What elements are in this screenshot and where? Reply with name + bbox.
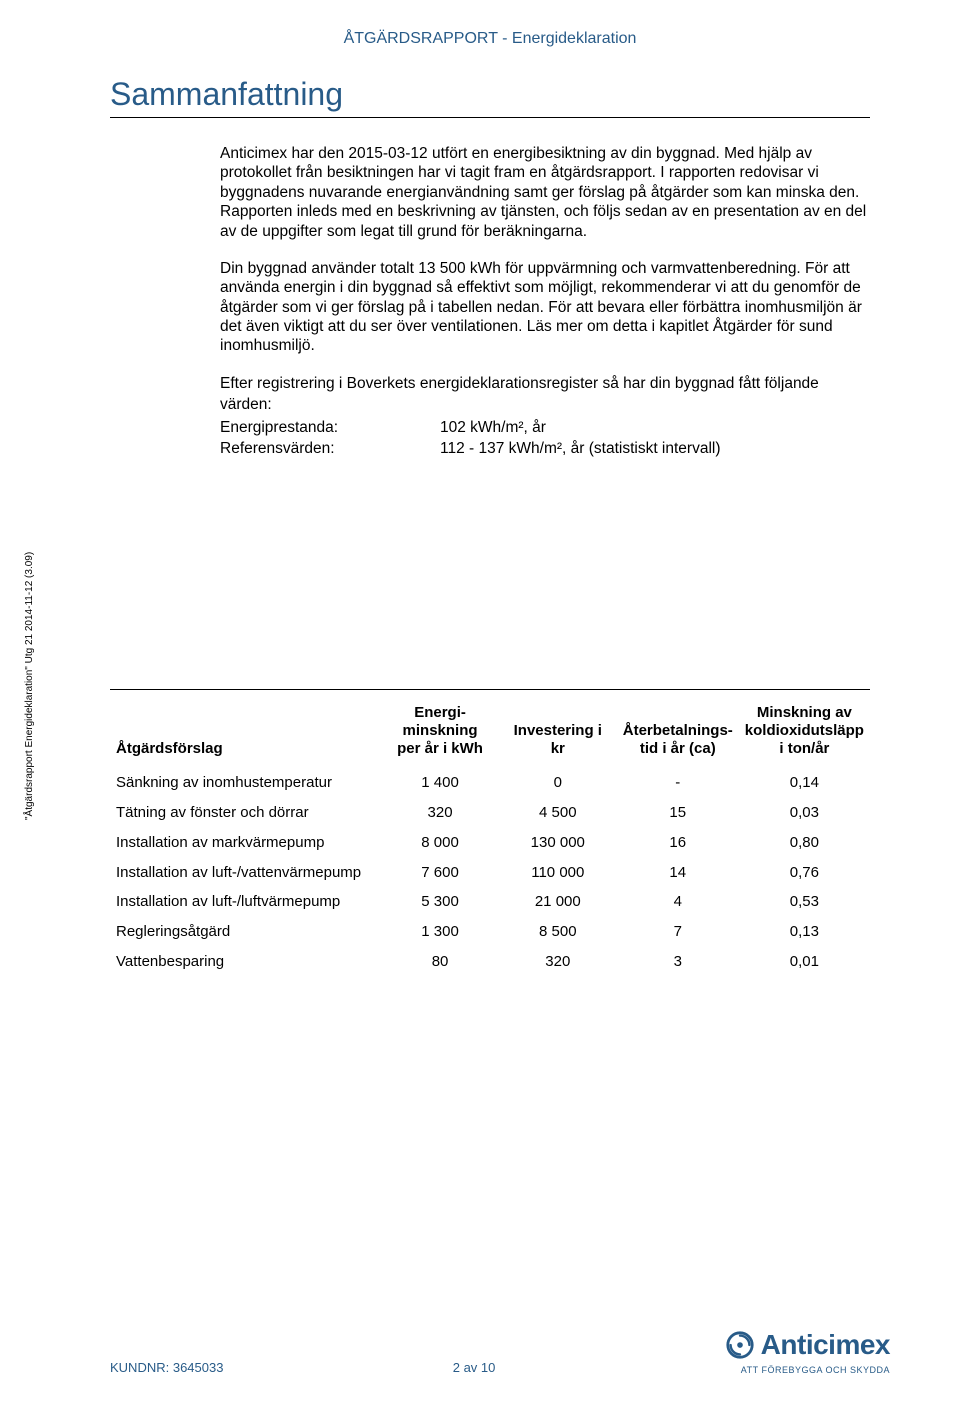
th-energy-line3: per år i kWh <box>397 740 483 757</box>
table-row: Regleringsåtgärd1 3008 50070,13 <box>110 917 870 947</box>
th-payback-line1: Återbetalnings- <box>623 722 733 739</box>
footer-page-number: 2 av 10 <box>453 1360 496 1375</box>
kv-label: Referensvärden: <box>220 439 440 460</box>
cell-co2: 0,01 <box>739 947 870 977</box>
cell-co2: 0,14 <box>739 768 870 798</box>
measures-table-section: Åtgärdsförslag Energi- minskning per år … <box>110 689 870 976</box>
footer-logo: Anticimex ATT FÖREBYGGA OCH SKYDDA <box>725 1330 890 1375</box>
table-row: Installation av markvärmepump8 000130 00… <box>110 828 870 858</box>
cell-payback: 4 <box>617 887 739 917</box>
cell-payback: 15 <box>617 798 739 828</box>
kv-label: Energiprestanda: <box>220 418 440 439</box>
logo-tagline: ATT FÖREBYGGA OCH SKYDDA <box>725 1366 890 1375</box>
kv-row-energiprestanda: Energiprestanda: 102 kWh/m², år <box>220 418 870 439</box>
cell-name: Sänkning av inomhustemperatur <box>110 768 381 798</box>
page-title: Sammanfattning <box>110 76 870 118</box>
cell-co2: 0,13 <box>739 917 870 947</box>
th-energy-line2: minskning <box>403 722 478 739</box>
table-row: Tätning av fönster och dörrar3204 500150… <box>110 798 870 828</box>
footer-customer-number: KUNDNR: 3645033 <box>110 1360 223 1375</box>
cell-payback: 7 <box>617 917 739 947</box>
table-row: Installation av luft-/luftvärmepump5 300… <box>110 887 870 917</box>
table-row: Vattenbesparing8032030,01 <box>110 947 870 977</box>
page-container: ÅTGÄRDSRAPPORT - Energideklaration Samma… <box>0 0 960 1401</box>
cell-energy: 320 <box>381 798 499 828</box>
cell-name: Installation av luft-/luftvärmepump <box>110 887 381 917</box>
cell-invest: 320 <box>499 947 617 977</box>
cell-invest: 8 500 <box>499 917 617 947</box>
logo-wordmark: Anticimex <box>761 1331 890 1359</box>
cell-invest: 110 000 <box>499 858 617 888</box>
th-energy-line1: Energi- <box>414 704 466 721</box>
logo-mark: Anticimex <box>725 1330 890 1360</box>
cell-name: Tätning av fönster och dörrar <box>110 798 381 828</box>
th-co2-line1: Minskning av <box>757 704 852 721</box>
th-payback: Återbetalnings- tid i år (ca) <box>617 702 739 768</box>
th-energy: Energi- minskning per år i kWh <box>381 702 499 768</box>
page-footer: KUNDNR: 3645033 2 av 10 Anticimex ATT FÖ… <box>110 1330 890 1375</box>
th-atgard: Åtgärdsförslag <box>110 702 381 768</box>
document-header: ÅTGÄRDSRAPPORT - Energideklaration <box>110 30 870 48</box>
kv-row-referens: Referensvärden: 112 - 137 kWh/m², år (st… <box>220 439 870 460</box>
cell-payback: 3 <box>617 947 739 977</box>
cell-energy: 5 300 <box>381 887 499 917</box>
cell-energy: 1 400 <box>381 768 499 798</box>
paragraph-2: Din byggnad använder totalt 13 500 kWh f… <box>220 259 870 356</box>
vertical-edition-label: "Åtgärdsrapport Energideklaration" Utg 2… <box>24 552 35 820</box>
cell-name: Regleringsåtgärd <box>110 917 381 947</box>
cell-name: Installation av markvärmepump <box>110 828 381 858</box>
table-row: Installation av luft-/vattenvärmepump7 6… <box>110 858 870 888</box>
cell-payback: 16 <box>617 828 739 858</box>
kv-value: 112 - 137 kWh/m², år (statistiskt interv… <box>440 439 721 460</box>
cell-invest: 4 500 <box>499 798 617 828</box>
th-co2-line2: koldioxidutsläpp <box>745 722 864 739</box>
table-row: Sänkning av inomhustemperatur1 4000-0,14 <box>110 768 870 798</box>
cell-co2: 0,53 <box>739 887 870 917</box>
th-invest: Investering i kr <box>499 702 617 768</box>
cell-co2: 0,80 <box>739 828 870 858</box>
cell-payback: 14 <box>617 858 739 888</box>
th-co2: Minskning av koldioxidutsläpp i ton/år <box>739 702 870 768</box>
kv-value: 102 kWh/m², år <box>440 418 546 439</box>
paragraph-1: Anticimex har den 2015-03-12 utfört en e… <box>220 144 870 241</box>
th-payback-line2: tid i år (ca) <box>640 740 716 757</box>
key-value-section: Efter registrering i Boverkets energidek… <box>220 374 870 460</box>
swirl-icon <box>725 1330 755 1360</box>
cell-energy: 80 <box>381 947 499 977</box>
cell-invest: 21 000 <box>499 887 617 917</box>
cell-energy: 1 300 <box>381 917 499 947</box>
th-co2-line3: i ton/år <box>779 740 829 757</box>
cell-energy: 7 600 <box>381 858 499 888</box>
kv-preamble: Efter registrering i Boverkets energidek… <box>220 374 870 416</box>
cell-co2: 0,76 <box>739 858 870 888</box>
cell-name: Vattenbesparing <box>110 947 381 977</box>
cell-invest: 130 000 <box>499 828 617 858</box>
cell-energy: 8 000 <box>381 828 499 858</box>
cell-co2: 0,03 <box>739 798 870 828</box>
body-text-block: Anticimex har den 2015-03-12 utfört en e… <box>220 144 870 356</box>
measures-table: Åtgärdsförslag Energi- minskning per år … <box>110 702 870 976</box>
cell-invest: 0 <box>499 768 617 798</box>
cell-payback: - <box>617 768 739 798</box>
cell-name: Installation av luft-/vattenvärmepump <box>110 858 381 888</box>
